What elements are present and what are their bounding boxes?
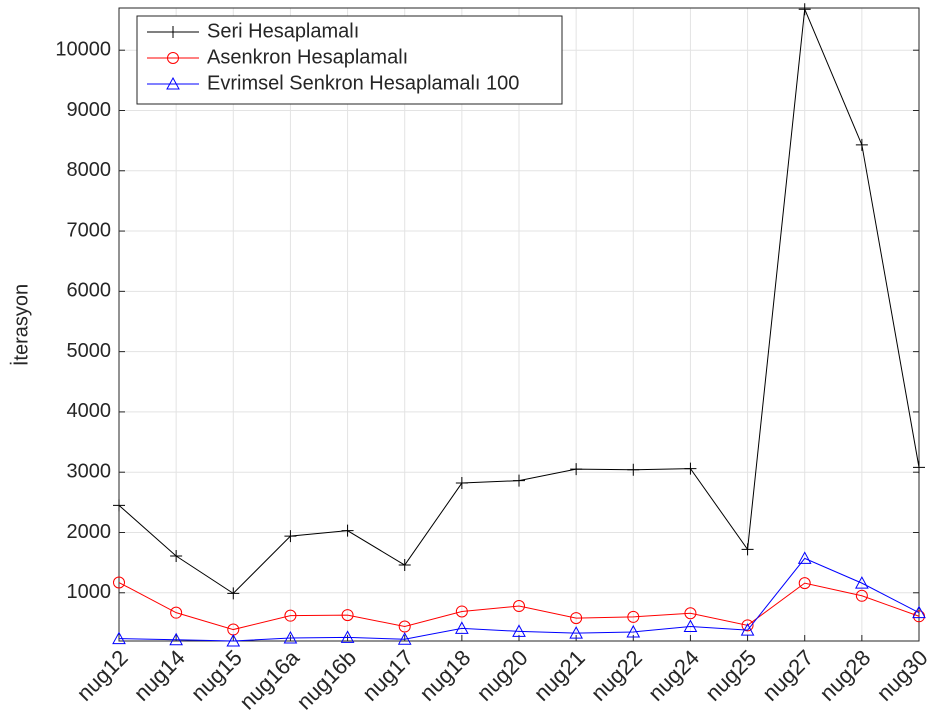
data-point [226,633,241,647]
data-point [283,630,298,644]
x-tick-label: nug12 [72,645,133,706]
x-tick-label: nug30 [872,645,933,706]
data-point [513,474,525,487]
data-point [398,620,411,633]
data-point [512,624,526,637]
data-point [455,621,469,634]
data-point [683,619,698,633]
data-point [855,589,868,602]
x-tick-label: nug21 [529,645,590,706]
data-point [397,632,412,645]
y-tick-label: 4000 [67,400,112,422]
data-point [170,549,183,562]
data-point [167,26,179,38]
legend-label: Asenkron Hesaplamalı [207,46,408,68]
data-point [569,626,583,639]
data-point [684,607,697,620]
x-tick-label: nug18 [415,645,476,706]
data-point [112,631,126,645]
data-point [626,624,641,638]
data-point [170,606,183,619]
data-point [284,530,297,543]
x-tick-label: nug24 [643,645,704,706]
data-point [684,462,697,475]
x-tick-label: nug22 [586,645,647,706]
x-tick-label: nug14 [129,645,190,706]
x-tick-label: nug20 [472,645,533,706]
legend-label: Evrimsel Senkron Hesaplamalı 100 [207,72,519,94]
data-point [740,623,755,636]
data-point [912,605,926,619]
data-point [227,587,240,600]
data-point [855,576,869,589]
y-tick-label: 2000 [67,521,112,543]
y-tick-label: 1000 [67,581,112,603]
y-tick-label: 3000 [67,460,112,482]
data-point [113,499,125,512]
y-tick-label: 7000 [67,219,112,241]
data-point [570,612,583,625]
data-point [113,576,125,589]
data-point [913,461,925,474]
data-point [167,52,179,64]
data-point [627,610,640,623]
x-tick-label: nug25 [700,645,761,706]
y-axis-label: İterasyon [9,284,32,366]
data-point [455,477,468,490]
x-tick-label: nug27 [757,645,818,706]
y-tick-label: 10000 [55,38,111,60]
data-point [797,551,812,564]
data-point [513,600,525,613]
series-line [118,582,920,631]
data-point [798,577,811,590]
x-tick-label: nug17 [357,645,418,706]
data-point [340,630,355,643]
data-point [741,543,754,556]
x-tick-label: nug16a [234,644,304,714]
data-point [570,463,583,476]
legend-label: Seri Hesaplamalı [207,20,359,42]
data-point [798,3,811,16]
data-point [627,463,640,476]
legend: Seri Hesaplamalı Asenkron Hesaplamalı Evri… [136,15,563,105]
data-point [341,609,354,622]
data-point [455,605,468,618]
y-tick-label: 5000 [67,340,112,362]
x-tick-label: nug28 [815,645,876,706]
data-point [166,76,180,90]
y-tick-label: 8000 [67,159,112,181]
legend-box [136,15,563,105]
x-tick-label: nug16b [292,645,362,715]
y-tick-label: 9000 [67,99,112,121]
data-point [169,632,183,646]
data-point [341,524,354,537]
data-point [398,559,411,572]
data-point [741,619,754,632]
data-point [284,609,297,622]
series-line [118,557,920,642]
y-tick-label: 6000 [67,280,112,302]
data-point [855,138,868,151]
